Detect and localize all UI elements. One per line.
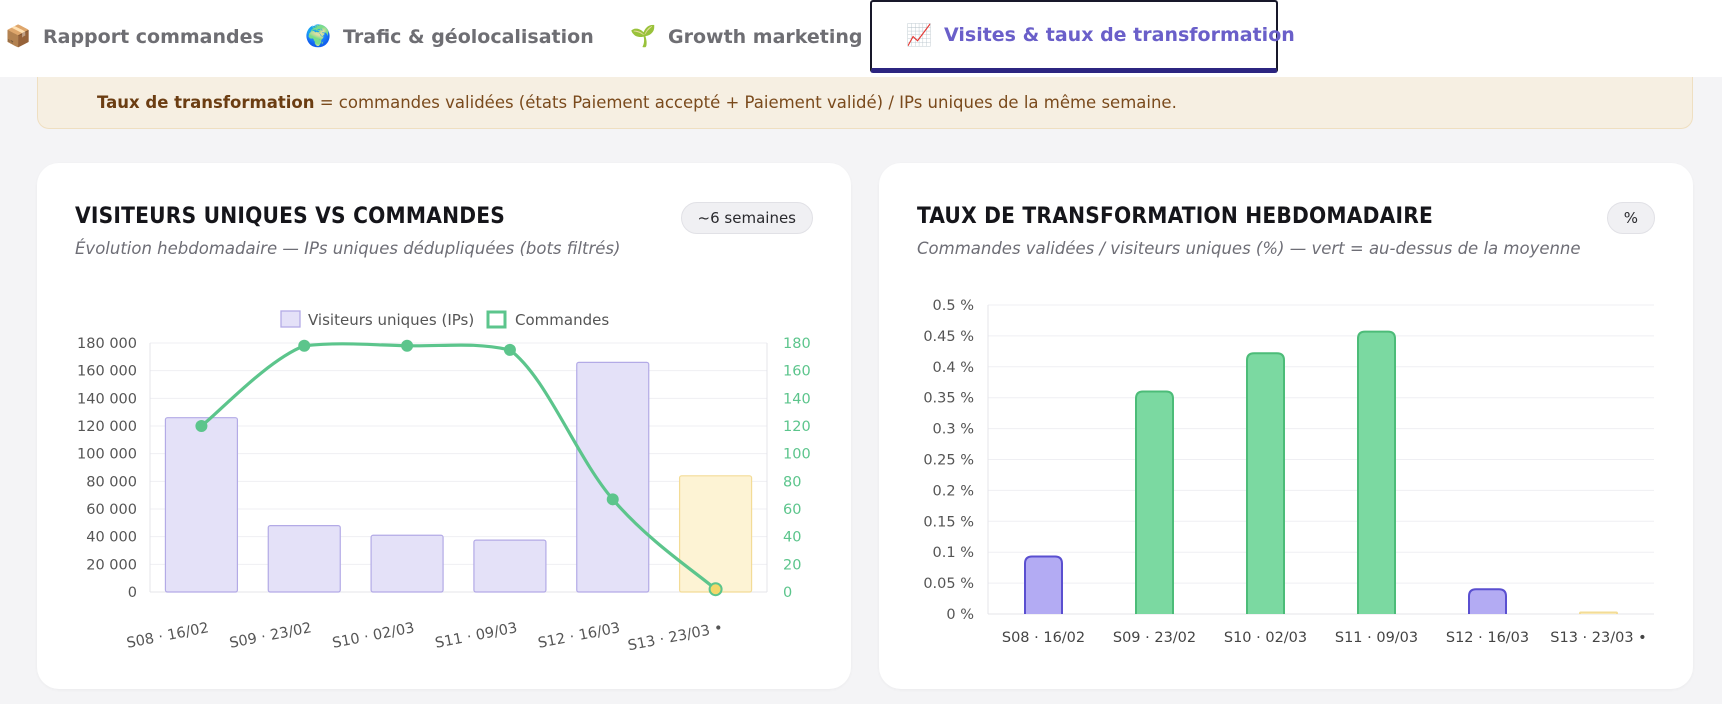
visitors-orders-chart: 0 20 000 40 000 60 000 80 000 100 000 120 000 1… bbox=[77, 310, 811, 654]
conversion-rate-card: Taux de transformation hebdomadaire Comm… bbox=[879, 163, 1693, 689]
y-tick-label: 0.2 % bbox=[933, 483, 974, 499]
y-right-tick-label: 140 bbox=[783, 391, 811, 407]
visitors-bar bbox=[267, 525, 341, 593]
globe-icon: 🌍 bbox=[305, 24, 332, 48]
y-tick-label: 0.25 % bbox=[923, 453, 974, 469]
legend-label-visitors: Visiteurs uniques (IPs) bbox=[308, 311, 474, 329]
orders-point bbox=[195, 420, 208, 432]
conversion-rate-bar bbox=[1357, 330, 1396, 614]
y-tick-label: 0.45 % bbox=[923, 329, 974, 345]
conversion-rate-chart: 0 % 0.05 % 0.1 % 0.15 % 0.2 % 0.25 % 0.3 % 0.35… bbox=[923, 298, 1654, 646]
y-right-tick-label: 80 bbox=[783, 474, 801, 490]
unit-badge[interactable]: % bbox=[1606, 202, 1655, 234]
visitors-bar bbox=[370, 534, 444, 593]
y-tick-label: 0 % bbox=[946, 607, 974, 623]
y-tick-label: 0.4 % bbox=[933, 360, 974, 376]
conversion-rate-bar bbox=[1246, 352, 1285, 614]
x-tick-label: S11 · 09/03 bbox=[434, 620, 519, 652]
y-tick-label: 0.05 % bbox=[923, 576, 974, 592]
x-tick-label: S10 · 02/03 bbox=[1224, 630, 1307, 646]
y-right-tick-label: 60 bbox=[783, 502, 801, 518]
x-tick-label: S09 · 23/02 bbox=[228, 620, 313, 652]
y-tick-label: 0.15 % bbox=[923, 514, 974, 530]
legend-label-orders: Commandes bbox=[515, 311, 609, 329]
visitors-bar bbox=[576, 361, 650, 593]
y-tick-label: 0.35 % bbox=[923, 391, 974, 407]
tab-label: Visites & taux de transformation bbox=[944, 24, 1295, 46]
y-left-tick-label: 0 bbox=[128, 585, 137, 601]
orders-point bbox=[708, 582, 723, 597]
conversion-rate-bar bbox=[1468, 588, 1507, 614]
y-right-tick-label: 120 bbox=[783, 419, 811, 435]
y-left-tick-label: 60 000 bbox=[86, 502, 137, 518]
orders-point bbox=[503, 343, 516, 356]
x-tick-label: S08 · 16/02 bbox=[1002, 630, 1085, 646]
tab-label: Trafic & géolocalisation bbox=[343, 25, 594, 48]
x-tick-label: S09 · 23/02 bbox=[1113, 630, 1196, 646]
tab-rapport-commandes[interactable]: 📦 Rapport commandes bbox=[5, 0, 264, 73]
tab-visites-taux-transformation[interactable]: 📈 Visites & taux de transformation bbox=[870, 0, 1295, 73]
y-left-tick-label: 80 000 bbox=[86, 474, 137, 490]
y-right-tick-label: 20 bbox=[783, 557, 801, 573]
conversion-rate-bar bbox=[1579, 611, 1618, 614]
orders-point bbox=[401, 339, 414, 352]
y-left-tick-label: 180 000 bbox=[77, 336, 137, 352]
y-left-tick-label: 20 000 bbox=[86, 557, 137, 573]
orders-point bbox=[298, 339, 311, 352]
y-tick-label: 0.1 % bbox=[933, 545, 974, 561]
y-tick-label: 0.3 % bbox=[933, 422, 974, 438]
tab-label: Rapport commandes bbox=[43, 25, 264, 48]
period-badge[interactable]: ~6 semaines bbox=[680, 202, 813, 234]
card-title: Visiteurs uniques vs commandes bbox=[75, 203, 506, 229]
x-tick-label: S13 · 23/03 • bbox=[627, 620, 725, 654]
y-right-tick-label: 160 bbox=[783, 364, 811, 380]
legend-swatch-orders bbox=[486, 310, 507, 329]
visitors-bar bbox=[678, 475, 753, 593]
tab-label: Growth marketing bbox=[668, 25, 863, 48]
info-banner-text: = commandes validées (états Paiement acc… bbox=[314, 93, 1177, 112]
y-tick-label: 0.5 % bbox=[933, 298, 974, 314]
card-title: Taux de transformation hebdomadaire bbox=[917, 203, 1434, 229]
card-subtitle: Évolution hebdomadaire — IPs uniques déd… bbox=[75, 239, 621, 258]
y-left-tick-label: 140 000 bbox=[77, 391, 137, 407]
orders-point bbox=[606, 493, 619, 506]
tab-bar: 📦 Rapport commandes 🌍 Trafic & géolocali… bbox=[0, 0, 1722, 77]
info-banner-term: Taux de transformation bbox=[97, 93, 315, 112]
y-left-tick-label: 120 000 bbox=[77, 419, 137, 435]
visitors-bar bbox=[473, 539, 547, 593]
legend-swatch-visitors bbox=[280, 310, 301, 328]
chart-increasing-icon: 📈 bbox=[906, 22, 933, 47]
x-tick-label: S12 · 16/03 bbox=[1446, 630, 1529, 646]
y-right-tick-label: 0 bbox=[783, 585, 792, 601]
y-left-tick-label: 100 000 bbox=[77, 447, 137, 463]
seedling-icon: 🌱 bbox=[630, 24, 657, 48]
x-tick-label: S08 · 16/02 bbox=[125, 620, 210, 652]
card-subtitle: Commandes validées / visiteurs uniques (… bbox=[917, 239, 1581, 258]
y-right-tick-label: 180 bbox=[783, 336, 811, 352]
x-tick-label: S11 · 09/03 bbox=[1335, 630, 1418, 646]
visitors-orders-card: Visiteurs uniques vs commandes Évolution… bbox=[37, 163, 851, 689]
y-left-tick-label: 40 000 bbox=[86, 530, 137, 546]
y-right-tick-label: 40 bbox=[783, 530, 801, 546]
package-icon: 📦 bbox=[5, 24, 32, 48]
conversion-rate-bar bbox=[1024, 555, 1063, 614]
conversion-rate-bar bbox=[1135, 390, 1174, 614]
tab-growth-marketing[interactable]: 🌱 Growth marketing bbox=[630, 0, 863, 73]
y-right-tick-label: 100 bbox=[783, 447, 811, 463]
info-banner: Taux de transformation = commandes valid… bbox=[37, 77, 1693, 129]
x-tick-label: S13 · 23/03 • bbox=[1550, 630, 1646, 646]
x-tick-label: S12 · 16/03 bbox=[537, 620, 622, 652]
x-tick-label: S10 · 02/03 bbox=[331, 620, 416, 652]
tab-trafic-geolocalisation[interactable]: 🌍 Trafic & géolocalisation bbox=[305, 0, 594, 73]
y-left-tick-label: 160 000 bbox=[77, 364, 137, 380]
orders-line bbox=[200, 342, 717, 591]
visitors-bar bbox=[164, 417, 239, 593]
